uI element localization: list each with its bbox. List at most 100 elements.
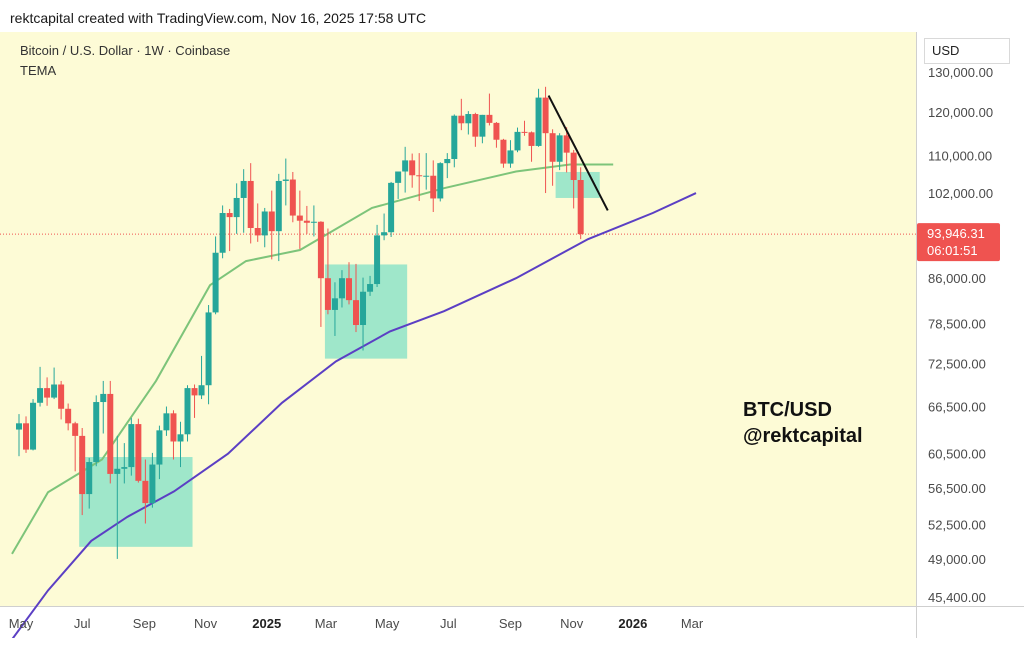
candle-body [170,413,177,442]
candle [493,122,500,148]
candle-body [240,180,247,198]
current-price-value: 93,946.31 [927,226,985,241]
descending-trendline[interactable] [547,95,609,211]
candle [331,282,338,336]
candle [149,452,156,508]
candle-body [149,464,156,504]
time-tick-label: Nov [194,616,218,631]
candles[interactable] [16,86,584,559]
indicator-label[interactable]: TEMA [20,63,57,78]
candle-body [556,135,563,162]
candle-body [535,97,542,146]
price-tick-label: 49,000.00 [928,552,986,567]
candle-body [163,413,170,431]
price-tick-label: 120,000.00 [928,105,993,120]
candle [100,380,107,434]
candle-body [198,385,205,396]
candle [219,205,226,259]
candle-body [317,221,324,279]
candle-body [247,180,254,229]
candle-body [395,171,402,183]
candle-body [289,179,296,216]
time-tick-label: Nov [560,616,584,631]
symbol-title[interactable]: Bitcoin / U.S. Dollar · 1W · Coinbase [20,43,231,58]
candle-body [500,139,507,164]
candle [479,114,486,144]
candle [303,205,310,234]
candle-body [444,159,451,164]
candle-body [353,300,360,326]
candle-body [514,131,521,151]
candle-body [451,115,458,160]
candle [37,366,44,407]
chart-frame[interactable]: 130,000.00 120,000.00 110,000.00 102,000.00… [0,32,1024,638]
price-axis[interactable]: 130,000.00 120,000.00 110,000.00 102,000.00… [928,65,993,605]
brand-title: BTC/USD [743,399,832,421]
candle-body [191,388,198,396]
candle [44,377,51,406]
candle-body [37,388,44,403]
candle-body [577,180,584,235]
candle [542,86,549,194]
candle-body [472,114,479,137]
candle [514,127,521,153]
price-tick-label: 52,500.00 [928,517,986,532]
candle-body [23,423,30,450]
candle [507,140,514,168]
candle [51,367,58,400]
candle-body [360,291,367,326]
candle-body [303,220,310,223]
candle [205,305,212,405]
candle-body [458,115,465,124]
candle [93,395,100,467]
candle-body [296,215,303,221]
time-tick-label: Sep [133,616,156,631]
price-tick-label: 72,500.00 [928,356,986,371]
candle-body [430,175,437,199]
candle-body [44,388,51,398]
currency-selector[interactable]: USD [924,38,1010,64]
candle [556,133,563,171]
candle [107,380,114,484]
candle [135,418,142,483]
time-axis[interactable]: May Jul Sep Nov 2025 Mar May Jul Sep Nov 2026 Mar [9,616,704,631]
current-price-badge [917,223,1000,262]
candle-body [381,232,388,236]
time-tick-label: May [9,616,34,631]
candle-body [549,133,556,162]
candle [233,183,240,234]
candle [114,435,121,559]
candle-body [310,221,317,223]
price-chart[interactable]: 130,000.00 120,000.00 110,000.00 102,000.00… [0,32,1024,638]
candle [240,169,247,233]
candle [451,114,458,168]
candle [521,120,528,136]
candle-body [563,135,570,153]
candle [275,173,282,262]
price-tick-label: 102,000.00 [928,186,993,201]
candle-body [345,278,352,301]
candle-body [30,402,37,450]
candle-body [521,131,528,133]
candle [226,208,233,252]
candle-body [423,175,430,177]
candle-body [367,284,374,292]
candle-body [493,122,500,140]
candle-body [114,468,121,474]
candle [58,380,65,420]
candle-body [65,408,72,424]
candle-body [219,213,226,253]
candle [142,459,149,524]
candle [444,153,451,179]
candle-body [128,424,135,468]
candle [16,414,23,457]
candle [317,221,324,327]
candle-body [16,423,23,430]
candle-body [402,160,409,172]
time-tick-label: 2026 [618,616,647,631]
candle [156,425,163,480]
candle [72,421,79,472]
candle [254,203,261,242]
candle [563,127,570,173]
candle-body [205,312,212,386]
